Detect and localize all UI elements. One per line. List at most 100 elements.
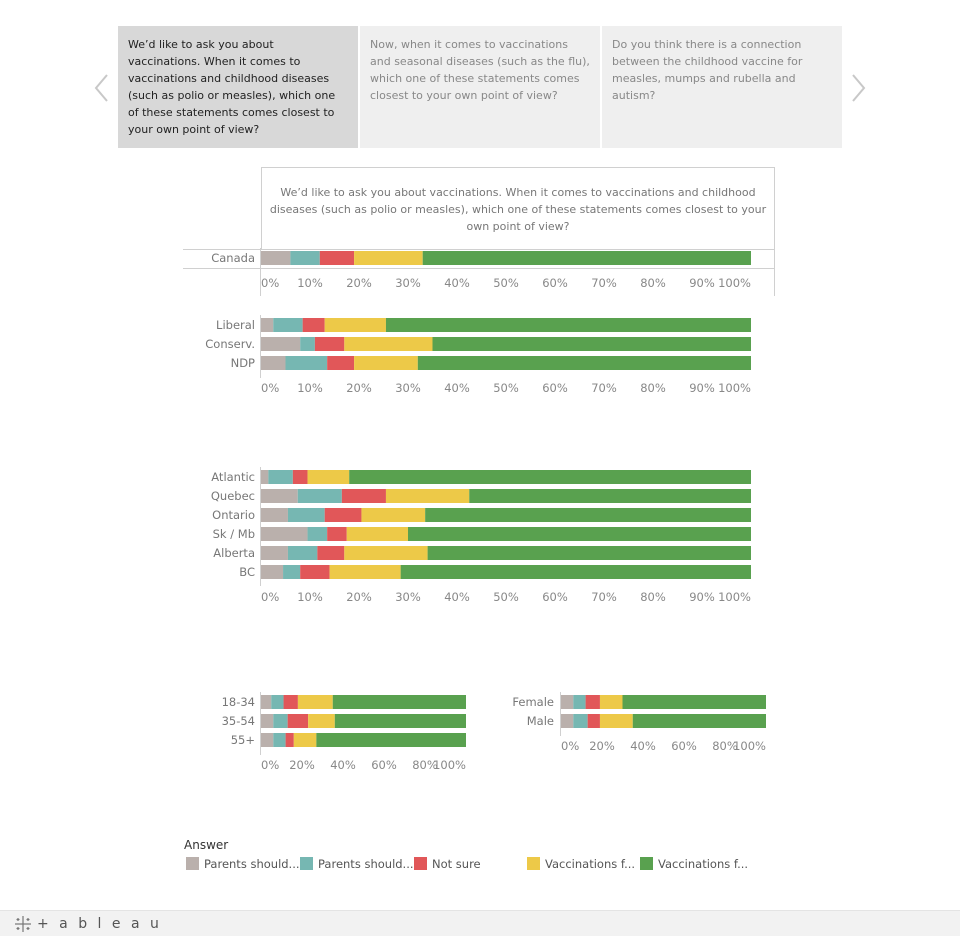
category-label: Atlantic [211,470,255,484]
bar-segment [307,470,350,484]
tableau-logo[interactable]: + a b l e a u [14,914,162,934]
tick-label: 60% [542,590,568,604]
bar-segment [300,337,315,351]
bar-segment [307,527,328,541]
bar-segment [261,318,274,332]
bar-segment [599,695,623,709]
bar-segment [599,714,633,728]
category-label: Quebec [211,489,255,503]
category-label: Female [512,695,554,709]
legend-swatch [414,857,427,870]
tableau-logo-icon [14,915,32,933]
tab-mmr-autism[interactable]: Do you think there is a connection betwe… [602,26,842,148]
legend-item-parents-should-2[interactable]: Parents should... [300,857,414,873]
tick-label: 80% [412,758,438,772]
tick-label: 50% [493,276,519,290]
tick-label: 20% [346,590,372,604]
bar-segment [587,714,600,728]
bar-segment [268,470,293,484]
tick-label: 10% [297,276,323,290]
category-label: Conserv. [205,337,255,351]
chart-title: We’d like to ask you about vaccinations.… [261,167,775,249]
bar-segment [261,565,284,579]
tick-label: 100% [718,381,751,395]
bar-segment [285,733,294,747]
legend-item-vaccinations-2[interactable]: Vaccinations f... [640,857,748,873]
bar-segment [287,508,325,522]
tick-label: 0% [561,739,579,753]
bar-segment [292,470,308,484]
tick-label: 70% [591,381,617,395]
category-label: NDP [231,356,255,370]
tick-label: 100% [733,739,766,753]
category-label: BC [239,565,255,579]
tab-seasonal-diseases[interactable]: Now, when it comes to vaccinations and s… [360,26,600,148]
bar-segment [290,251,320,265]
bar-segment [314,337,345,351]
bar-segment [632,714,766,728]
tick-label: 0% [261,590,279,604]
bar-segment [417,356,751,370]
tick-label: 30% [395,381,421,395]
bar-segment [283,565,301,579]
bar-segment [346,527,408,541]
tick-label: 70% [591,276,617,290]
bar-segment [261,733,274,747]
bar-segment [354,251,423,265]
category-label: Canada [211,251,255,265]
bar-segment [293,733,317,747]
tick-label: 40% [630,739,656,753]
bar-segment [349,470,751,484]
tick-label: 20% [346,276,372,290]
tick-label: 60% [542,276,568,290]
tab-childhood-diseases[interactable]: We’d like to ask you about vaccinations.… [118,26,358,148]
bar-segment [317,546,345,560]
tick-label: 20% [289,758,315,772]
tick-label: 60% [671,739,697,753]
tick-label: 40% [444,276,470,290]
tick-label: 90% [689,381,715,395]
chevron-left-icon[interactable] [92,70,112,106]
tick-label: 50% [493,381,519,395]
category-label: 55+ [231,733,255,747]
legend-item-parents-should-1[interactable]: Parents should... [186,857,300,873]
bar-segment [308,714,335,728]
bar-segment [329,565,401,579]
bar-segment [261,356,286,370]
tick-label: 30% [395,276,421,290]
bar-segment [287,546,318,560]
bar-segment [261,337,301,351]
bar-segment [285,356,328,370]
category-label: Ontario [212,508,255,522]
legend-item-not-sure[interactable]: Not sure [414,857,481,873]
bar-segment [344,546,428,560]
tick-label: 10% [297,590,323,604]
tick-label: 70% [591,590,617,604]
legend-swatch [300,857,313,870]
bar-segment [319,251,355,265]
legend-item-vaccinations-1[interactable]: Vaccinations f... [527,857,635,873]
bar-segment [297,489,342,503]
bar-segment [261,489,298,503]
bar-segment [622,695,766,709]
bar-segment [273,318,303,332]
bar-segment [324,508,362,522]
tick-label: 80% [712,739,738,753]
bar-segment [302,318,325,332]
tab-label: We’d like to ask you about vaccinations.… [128,38,336,136]
chevron-right-icon[interactable] [848,70,868,106]
bar-segment [327,356,355,370]
bar-segment [354,356,418,370]
bar-segment [469,489,751,503]
bar-segment [573,714,588,728]
bar-segment [271,695,284,709]
legend-label: Parents should... [204,857,300,871]
legend-label: Vaccinations f... [658,857,749,871]
bar-segment [283,695,298,709]
chart-title-text: We’d like to ask you about vaccinations.… [269,186,767,233]
bar-segment [287,714,309,728]
legend-swatch [527,857,540,870]
tick-label: 10% [297,381,323,395]
bar-segment [273,714,288,728]
